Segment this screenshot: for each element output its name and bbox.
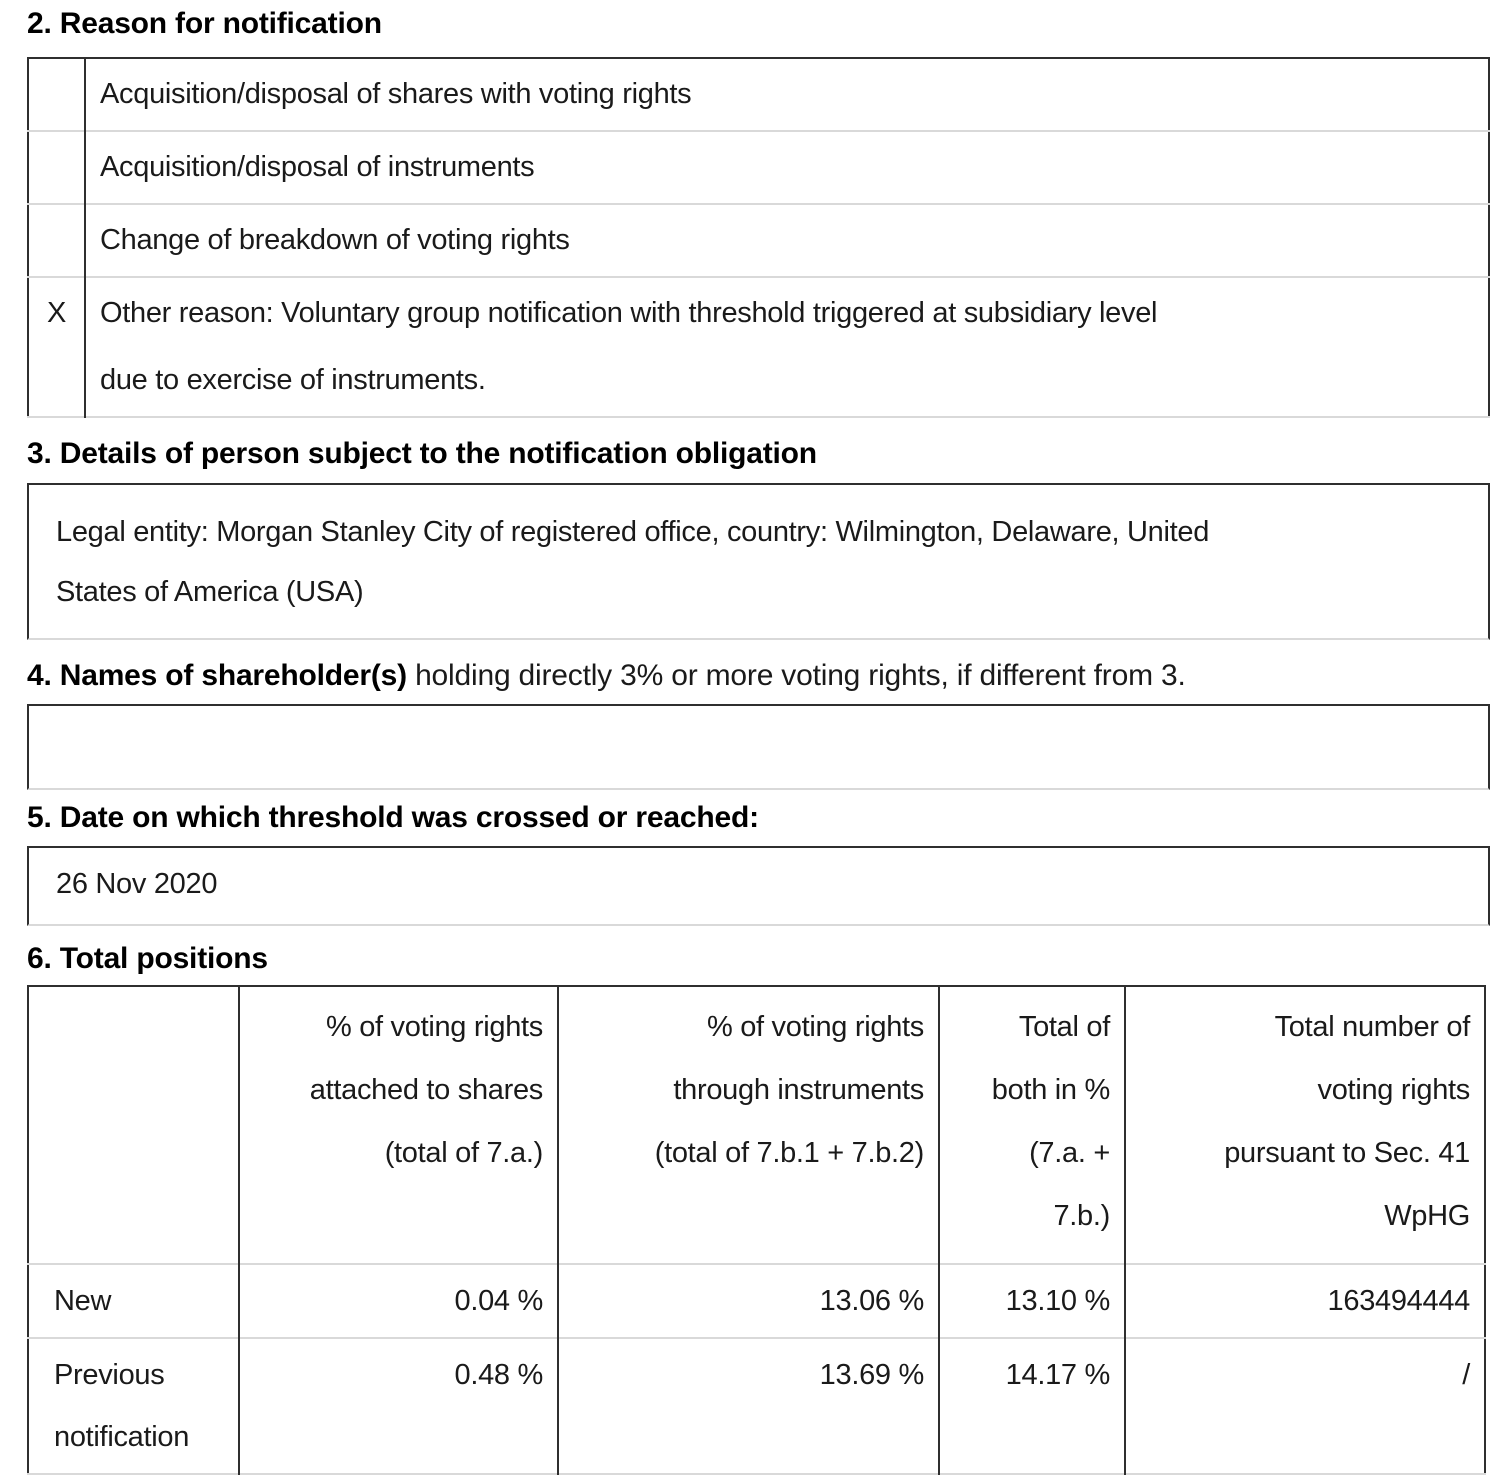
reason-label: Acquisition/disposal of instruments: [85, 130, 1489, 204]
totals-header-shares: % of voting rights attached to shares (t…: [238, 986, 558, 1264]
totals-total-pct: 14.17 %: [938, 1337, 1125, 1474]
legal-entity-box: Legal entity: Morgan Stanley City of reg…: [27, 483, 1490, 640]
totals-row-new: New 0.04 % 13.06 % 13.10 % 163494444: [28, 1263, 1485, 1338]
totals-instruments-pct: 13.06 %: [557, 1263, 939, 1338]
reason-table: Acquisition/disposal of shares with voti…: [27, 57, 1490, 418]
reason-checkbox-cell: [28, 203, 86, 277]
totals-row-label: Previous notification: [28, 1337, 239, 1474]
section-5-heading: 5. Date on which threshold was crossed o…: [27, 801, 759, 834]
reason-label: Other reason: Voluntary group notificati…: [85, 276, 1489, 417]
date-box: 26 Nov 2020: [27, 846, 1490, 926]
totals-total-number: 163494444: [1124, 1263, 1485, 1338]
total-positions-table: % of voting rights attached to shares (t…: [27, 985, 1486, 1475]
totals-shares-pct: 0.48 %: [238, 1337, 558, 1474]
reason-row: Acquisition/disposal of shares with voti…: [28, 58, 1489, 131]
section-4-heading-rest: holding directly 3% or more voting right…: [406, 659, 1186, 692]
totals-header-instruments: % of voting rights through instruments (…: [557, 986, 939, 1264]
totals-header-empty: [28, 986, 239, 1264]
section-6-heading: 6. Total positions: [27, 942, 268, 975]
shareholders-box: [27, 704, 1490, 790]
reason-checkbox-cell-checked: X: [28, 276, 86, 417]
reason-label: Change of breakdown of voting rights: [85, 203, 1489, 277]
totals-total-pct: 13.10 %: [938, 1263, 1125, 1338]
reason-row: Acquisition/disposal of instruments: [28, 130, 1489, 204]
reason-label: Acquisition/disposal of shares with voti…: [100, 78, 692, 110]
reason-checkbox-cell: [28, 130, 86, 204]
section-4-heading-bold: 4. Names of shareholder(s): [27, 659, 407, 692]
section-4-heading: 4. Names of shareholder(s) holding direc…: [27, 658, 1490, 694]
totals-header-number: Total number of voting rights pursuant t…: [1124, 986, 1485, 1264]
reason-checkbox-cell: [28, 58, 86, 131]
totals-instruments-pct: 13.69 %: [557, 1337, 939, 1474]
totals-total-number: /: [1124, 1337, 1485, 1474]
section-2-heading: 2. Reason for notification: [27, 7, 382, 40]
reason-row: Change of breakdown of voting rights: [28, 203, 1489, 277]
totals-shares-pct: 0.04 %: [238, 1263, 558, 1338]
section-3-heading: 3. Details of person subject to the noti…: [27, 437, 817, 470]
totals-header-row: % of voting rights attached to shares (t…: [28, 986, 1485, 1264]
totals-row-label: New: [28, 1263, 239, 1338]
reason-row: X Other reason: Voluntary group notifica…: [28, 276, 1489, 417]
totals-row-previous: Previous notification 0.48 % 13.69 % 14.…: [28, 1337, 1485, 1474]
totals-header-both: Total of both in % (7.a. + 7.b.): [938, 986, 1125, 1264]
